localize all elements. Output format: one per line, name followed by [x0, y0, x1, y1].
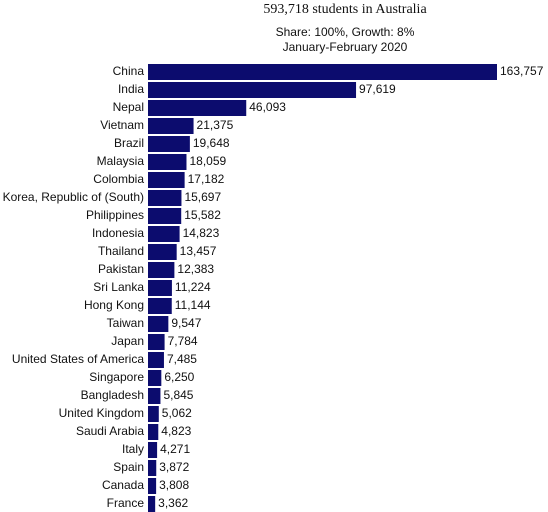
value-label: 7,485	[167, 352, 197, 366]
value-label: 11,144	[175, 298, 211, 312]
bar	[148, 442, 158, 458]
value-label: 5,062	[162, 406, 192, 420]
category-label: Taiwan	[107, 316, 144, 330]
bar	[148, 496, 156, 512]
value-label: 12,383	[177, 262, 214, 276]
chart-subtitle: January-February 2020	[283, 40, 408, 54]
bar	[148, 460, 157, 476]
category-label: China	[113, 64, 145, 78]
bar	[148, 172, 185, 188]
bar	[148, 154, 187, 170]
category-label: Singapore	[89, 370, 144, 384]
bar	[148, 64, 497, 80]
bar	[148, 334, 165, 350]
value-label: 19,648	[193, 136, 230, 150]
bar	[148, 244, 177, 260]
value-label: 4,271	[160, 442, 190, 456]
value-label: 97,619	[359, 82, 396, 96]
bar	[148, 298, 172, 314]
category-label: Hong Kong	[84, 298, 144, 312]
bar	[148, 280, 172, 296]
value-label: 17,182	[188, 172, 225, 186]
bar	[148, 388, 161, 404]
category-label: Sri Lanka	[93, 280, 144, 294]
value-label: 3,808	[159, 478, 189, 492]
value-label: 21,375	[197, 118, 234, 132]
category-label: Vietnam	[100, 118, 144, 132]
category-label: Nepal	[113, 100, 144, 114]
category-label: Canada	[102, 478, 144, 492]
value-label: 7,784	[168, 334, 198, 348]
value-label: 3,872	[159, 460, 189, 474]
category-label: Colombia	[93, 172, 144, 186]
category-label: Malaysia	[97, 154, 145, 168]
bar	[148, 352, 164, 368]
bar	[148, 118, 194, 134]
bar	[148, 136, 190, 152]
category-label: Spain	[113, 460, 144, 474]
category-label: Philippines	[86, 208, 144, 222]
category-label: Indonesia	[92, 226, 144, 240]
bar	[148, 190, 182, 206]
value-label: 18,059	[189, 154, 226, 168]
bar	[148, 208, 182, 224]
bar	[148, 316, 169, 332]
bar	[148, 424, 159, 440]
value-label: 6,250	[164, 370, 194, 384]
value-label: 46,093	[249, 100, 286, 114]
category-label: United Kingdom	[59, 406, 144, 420]
value-label: 9,547	[171, 316, 201, 330]
category-label: United States of America	[12, 352, 144, 366]
category-label: France	[107, 496, 145, 510]
category-label: Italy	[122, 442, 144, 456]
chart-title: 593,718 students in Australia	[263, 2, 427, 17]
value-label: 14,823	[183, 226, 220, 240]
value-label: 3,362	[158, 496, 188, 510]
category-label: Pakistan	[98, 262, 144, 276]
category-label: Thailand	[98, 244, 144, 258]
value-label: 4,823	[161, 424, 191, 438]
bar	[148, 406, 159, 422]
category-label: Brazil	[114, 136, 144, 150]
bar	[148, 262, 175, 278]
chart-subtitle: Share: 100%, Growth: 8%	[276, 25, 415, 39]
category-label: Japan	[111, 334, 144, 348]
value-label: 5,845	[163, 388, 193, 402]
bar	[148, 82, 357, 98]
category-label: Saudi Arabia	[76, 424, 144, 438]
bar	[148, 226, 180, 242]
bar	[148, 100, 247, 116]
category-label: India	[118, 82, 144, 96]
value-label: 163,757	[500, 64, 544, 78]
category-label: Bangladesh	[81, 388, 144, 402]
value-label: 13,457	[180, 244, 217, 258]
bar	[148, 370, 162, 386]
value-label: 15,697	[184, 190, 221, 204]
value-label: 11,224	[175, 280, 211, 294]
value-label: 15,582	[184, 208, 221, 222]
category-label: Korea, Republic of (South)	[3, 190, 144, 204]
bar	[148, 478, 157, 494]
